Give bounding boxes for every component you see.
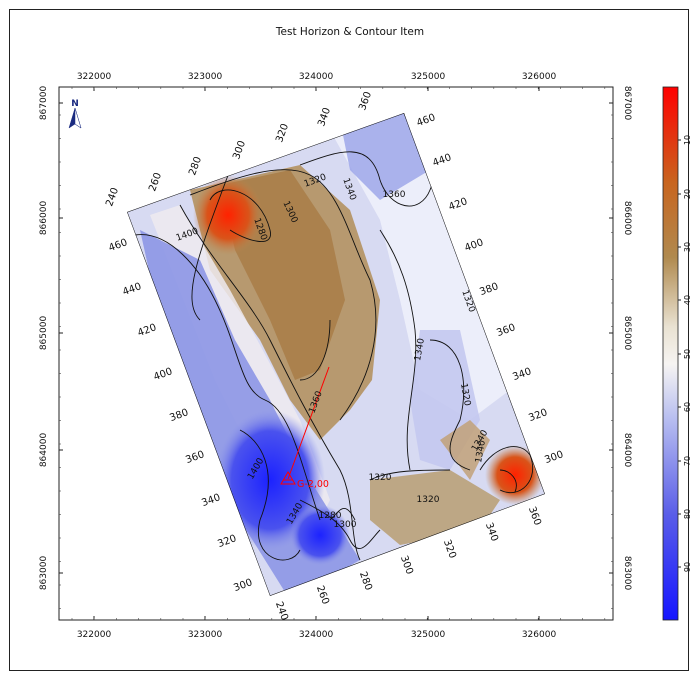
colorbar-tick-label: 10 [683, 135, 692, 145]
y-tick-label-left: 863000 [39, 556, 49, 591]
y-tick-label-right: 864000 [622, 433, 632, 468]
x-tick-label-bottom: 323000 [188, 630, 223, 640]
contour-value-label: 1340 [474, 439, 488, 464]
x-tick-label-bottom: 326000 [522, 630, 557, 640]
contour-value-label: 1300 [334, 520, 357, 530]
colorbar [662, 86, 679, 621]
x-tick-label-top: 326000 [522, 72, 557, 82]
colorbar-tick-label: 30 [683, 242, 692, 252]
y-tick-label-left: 866000 [39, 201, 49, 236]
x-tick-label-top: 323000 [188, 72, 223, 82]
y-tick-label-left: 867000 [39, 86, 49, 121]
colorbar-tick-label: 70 [683, 456, 692, 466]
contour-value-label: 1320 [417, 495, 440, 505]
x-tick-label-bottom: 325000 [411, 630, 446, 640]
north-arrow-icon: N [68, 99, 82, 129]
x-axis-top: 322000 323000 324000 325000 326000 [71, 72, 606, 91]
contour-value-label: 1360 [383, 190, 406, 200]
colorbar-tick-label: 80 [683, 509, 692, 519]
well-marker-icon [280, 471, 296, 485]
y-tick-label-right: 863000 [622, 556, 632, 591]
well-label: G-2,00 [297, 479, 329, 490]
chart-title: Test Horizon & Contour Item [275, 26, 424, 38]
x-tick-label-top: 322000 [77, 72, 112, 82]
colorbar-tick-label: 20 [683, 189, 692, 199]
x-tick-label-bottom: 322000 [77, 630, 112, 640]
north-label: N [71, 99, 79, 109]
colorbar-tick-label: 50 [683, 349, 692, 359]
x-tick-label-top: 325000 [411, 72, 446, 82]
colorbar-tick-label: 40 [683, 295, 692, 305]
y-tick-label-right: 865000 [622, 316, 632, 351]
contour-lines [134, 113, 534, 561]
y-tick-label-left: 865000 [39, 316, 49, 351]
contour-value-label: 1340 [413, 337, 427, 362]
x-axis-bottom: 322000 323000 324000 325000 326000 [71, 616, 606, 640]
y-axis-left: 863000 864000 865000 866000 867000 [39, 86, 63, 609]
contour-value-label: 1320 [369, 473, 392, 483]
horizon-surface [127, 113, 545, 596]
colorbar-tick-label: 90 [683, 562, 692, 572]
colorbar-tick-label: 60 [683, 402, 692, 412]
x-tick-label-bottom: 324000 [299, 630, 334, 640]
y-axis-right: 863000 864000 865000 866000 867000 [609, 86, 632, 609]
contour-value-label: 1320 [458, 383, 472, 408]
colorbar-ticks: 10 20 30 40 50 60 70 80 90 [678, 135, 692, 572]
x-tick-label-top: 324000 [299, 72, 334, 82]
well-path [287, 366, 330, 480]
y-tick-label-left: 864000 [39, 433, 49, 468]
y-tick-label-right: 867000 [622, 86, 632, 121]
y-tick-label-right: 866000 [622, 201, 632, 236]
contour-value-label: 1280 [319, 511, 342, 521]
